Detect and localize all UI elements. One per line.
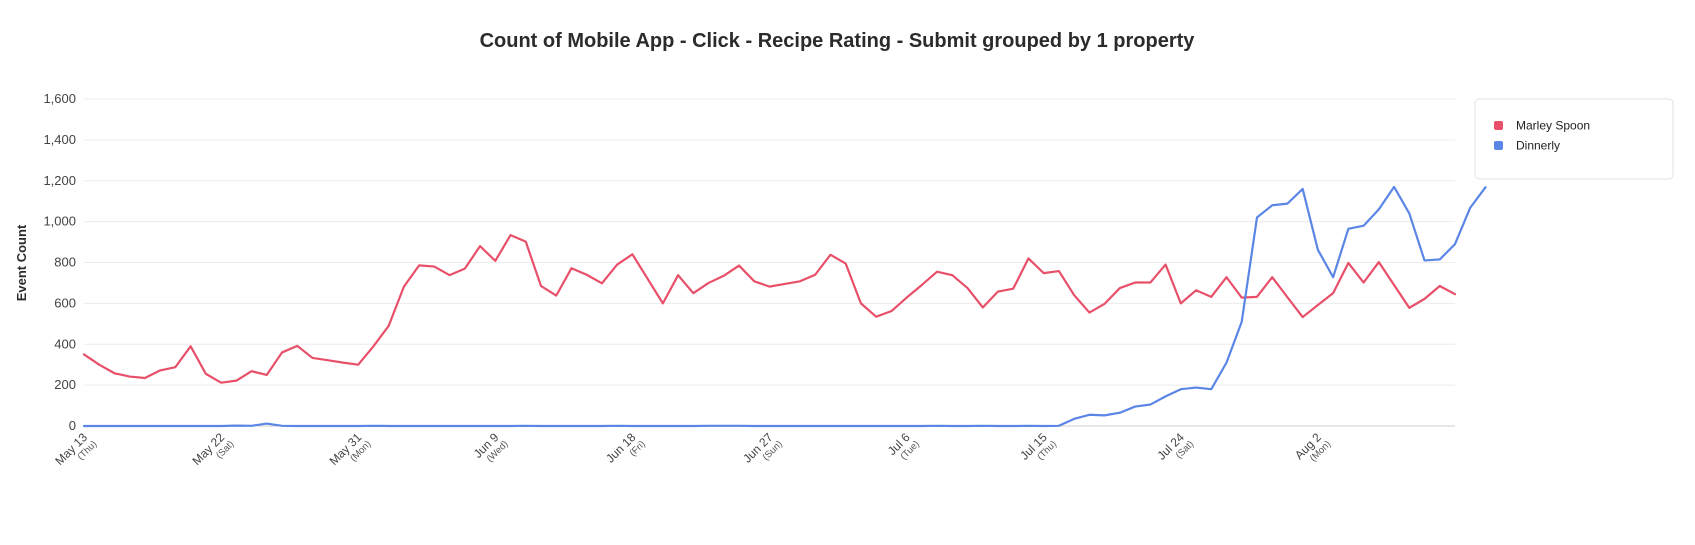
series-line-marley-spoon [82,234,1457,384]
y-tick-label: 1,400 [43,132,76,147]
y-tick-label: 1,600 [43,91,76,106]
y-tick-label: 0 [69,418,76,433]
y-tick-label: 1,200 [43,173,76,188]
y-tick-label: 200 [54,377,76,392]
x-tick: Jun 9(Wed) [471,430,511,465]
x-tick-labels: May 13(Thu) May 22(Sat) May 31(Mon) Jun 9(W… [52,430,1333,468]
y-axis-label: Event Count [14,224,29,301]
y-tick-labels: 0 200 400 600 800 1,000 1,200 1,400 1,600 [43,91,76,433]
legend-swatch [1494,141,1503,150]
x-tick: May 22(Sat) [189,430,236,468]
y-tick-label: 400 [54,336,76,351]
y-tick-label: 600 [54,295,76,310]
series-lines [82,185,1487,428]
legend-label: Marley Spoon [1516,119,1590,133]
legend-swatch [1494,121,1503,130]
x-tick: May 31(Mon) [327,430,374,468]
legend: Marley Spoon Dinnerly [1474,98,1674,180]
x-tick: Jun 18(Fri) [603,430,648,466]
y-tick-label: 1,000 [43,214,76,229]
x-tick: Jul 6(Tue) [885,430,922,462]
x-tick: Jul 24(Sat) [1154,430,1196,463]
x-tick: Aug 2(Mon) [1292,430,1333,464]
gridlines [84,98,1455,427]
x-tick: Jun 27(Sun) [740,430,785,466]
legend-label: Dinnerly [1516,139,1560,153]
chart-title: Count of Mobile App - Click - Recipe Rat… [480,30,1196,52]
x-tick: May 13(Thu) [52,430,99,468]
series-line-dinnerly [82,185,1487,428]
legend-box [1474,98,1674,180]
y-tick-label: 800 [54,255,76,270]
x-tick: Jul 15(Thu) [1017,430,1059,463]
